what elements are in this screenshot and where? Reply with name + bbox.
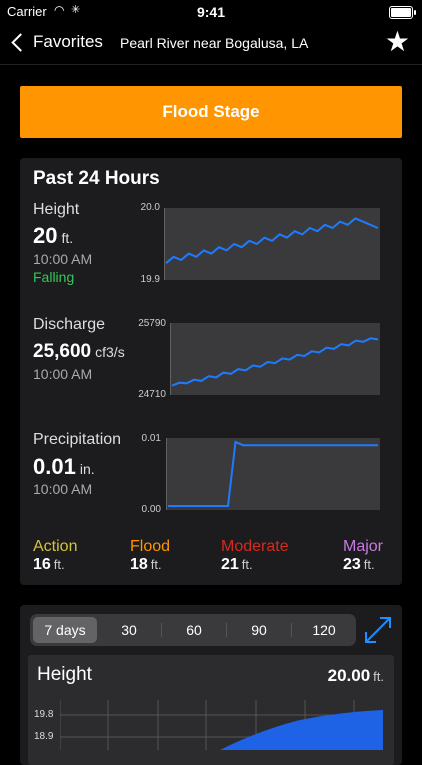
- page-title: Pearl River near Bogalusa, LA: [120, 35, 309, 51]
- range-divider: [161, 623, 162, 637]
- precipitation-chart: [166, 438, 380, 510]
- level-moderate-value-row: 21 ft.: [221, 556, 289, 574]
- discharge-value-row: 25,600 cf3/s: [33, 341, 125, 363]
- level-flood-value-row: 18 ft.: [130, 556, 170, 574]
- navigation-bar: Favorites Pearl River near Bogalusa, LA …: [0, 24, 422, 65]
- height-trend: Falling: [33, 269, 75, 285]
- level-major-value: 23: [343, 556, 361, 573]
- back-button[interactable]: Favorites: [10, 32, 103, 52]
- level-major-value-row: 23 ft.: [343, 556, 383, 574]
- discharge-label: Discharge: [33, 316, 106, 333]
- discharge-ytick-max: 25790: [138, 318, 166, 329]
- level-action: Action 16 ft.: [33, 538, 77, 574]
- level-major-label: Major: [343, 538, 384, 555]
- range-selector: 7 days 30 60 90 120: [30, 614, 356, 646]
- flood-stage-label: Flood Stage: [162, 102, 260, 121]
- level-flood-label: Flood: [130, 538, 171, 555]
- level-action-unit: ft.: [53, 557, 65, 572]
- history-value: 20.00: [327, 666, 371, 685]
- chart-series-line: [168, 440, 378, 507]
- height-unit: ft.: [61, 230, 74, 246]
- level-flood: Flood 18 ft.: [130, 538, 170, 574]
- level-major: Major 23 ft.: [343, 538, 383, 574]
- back-label: Favorites: [33, 32, 103, 51]
- discharge-time: 10:00 AM: [33, 366, 93, 382]
- panel-title: Past 24 Hours: [33, 168, 160, 189]
- chart-series-line: [165, 217, 379, 264]
- level-flood-unit: ft.: [150, 557, 162, 572]
- range-option-30[interactable]: 30: [121, 622, 137, 638]
- history-chart: [60, 700, 383, 750]
- status-bar: Carrier ◠ ✳ 9:41: [0, 0, 422, 24]
- carrier-label: Carrier: [7, 4, 47, 19]
- range-divider: [291, 623, 292, 637]
- precipitation-ytick-max: 0.01: [141, 433, 161, 444]
- precipitation-value: 0.01: [33, 454, 76, 479]
- chevron-left-icon: [11, 32, 30, 52]
- range-divider: [226, 623, 227, 637]
- range-option-60[interactable]: 60: [186, 622, 202, 638]
- precipitation-value-row: 0.01 in.: [33, 454, 95, 480]
- battery-icon: [389, 6, 416, 19]
- height-chart: [164, 208, 380, 280]
- expand-icon[interactable]: [362, 614, 394, 646]
- discharge-unit: cf3/s: [95, 344, 125, 360]
- activity-icon: ✳: [71, 4, 81, 16]
- height-ytick-max: 20.0: [140, 202, 160, 213]
- history-ytick-2: 18.9: [34, 731, 54, 742]
- level-action-label: Action: [33, 538, 78, 555]
- height-time: 10:00 AM: [33, 251, 93, 267]
- height-label: Height: [33, 201, 80, 218]
- level-moderate-value: 21: [221, 556, 239, 573]
- history-ytick-1: 19.8: [34, 709, 54, 720]
- level-action-value-row: 16 ft.: [33, 556, 77, 574]
- level-moderate-label: Moderate: [221, 538, 289, 555]
- clock: 9:41: [196, 4, 226, 20]
- precipitation-time: 10:00 AM: [33, 481, 93, 497]
- discharge-chart: [170, 323, 380, 395]
- history-title: Height: [37, 664, 92, 685]
- discharge-value: 25,600: [33, 341, 92, 362]
- level-major-unit: ft.: [363, 557, 375, 572]
- history-value-row: 20.00 ft.: [328, 666, 384, 686]
- range-option-7[interactable]: 7 days: [33, 617, 97, 643]
- range-option-120[interactable]: 120: [312, 622, 336, 638]
- range-option-90[interactable]: 90: [251, 622, 267, 638]
- precipitation-label: Precipitation: [33, 431, 122, 448]
- level-moderate-unit: ft.: [241, 557, 253, 572]
- chart-series-line: [171, 337, 379, 387]
- height-value-row: 20 ft.: [33, 223, 73, 249]
- wifi-icon: ◠: [54, 3, 65, 17]
- flood-stage-banner: Flood Stage: [20, 86, 402, 138]
- history-unit: ft.: [373, 669, 384, 684]
- level-moderate: Moderate 21 ft.: [221, 538, 289, 574]
- star-icon[interactable]: ★: [384, 26, 410, 57]
- level-action-value: 16: [33, 556, 51, 573]
- precipitation-unit: in.: [79, 461, 95, 477]
- discharge-ytick-min: 24710: [138, 389, 166, 400]
- precipitation-ytick-min: 0.00: [141, 504, 161, 515]
- level-flood-value: 18: [130, 556, 148, 573]
- height-ytick-min: 19.9: [140, 274, 160, 285]
- height-value: 20: [33, 223, 58, 248]
